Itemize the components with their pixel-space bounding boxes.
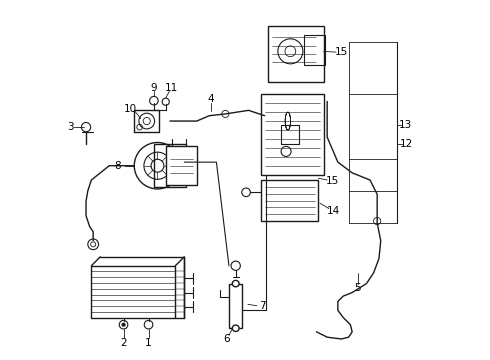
Text: 12: 12 [400, 139, 414, 149]
Text: 4: 4 [208, 94, 215, 104]
Circle shape [122, 323, 125, 327]
Text: 3: 3 [67, 122, 74, 132]
Text: 9: 9 [150, 83, 157, 93]
Text: 7: 7 [259, 301, 266, 311]
Text: 15: 15 [326, 176, 339, 186]
Text: 14: 14 [327, 206, 340, 216]
Ellipse shape [232, 280, 239, 287]
Text: 6: 6 [223, 334, 229, 344]
Text: 5: 5 [354, 283, 361, 293]
Bar [229, 284, 243, 328]
Bar [261, 94, 323, 175]
Bar [154, 144, 186, 187]
Text: 13: 13 [399, 120, 413, 130]
Text: 10: 10 [124, 104, 137, 113]
Bar [304, 35, 325, 65]
Bar [268, 26, 323, 82]
Text: 11: 11 [165, 83, 178, 93]
Bar [92, 266, 175, 318]
Text: 1: 1 [145, 338, 152, 347]
Text: 2: 2 [120, 338, 127, 347]
Bar [167, 146, 197, 185]
Bar [281, 125, 298, 144]
Ellipse shape [232, 325, 239, 332]
Text: 15: 15 [335, 47, 348, 57]
Text: 8: 8 [114, 161, 121, 171]
Bar [261, 180, 318, 221]
